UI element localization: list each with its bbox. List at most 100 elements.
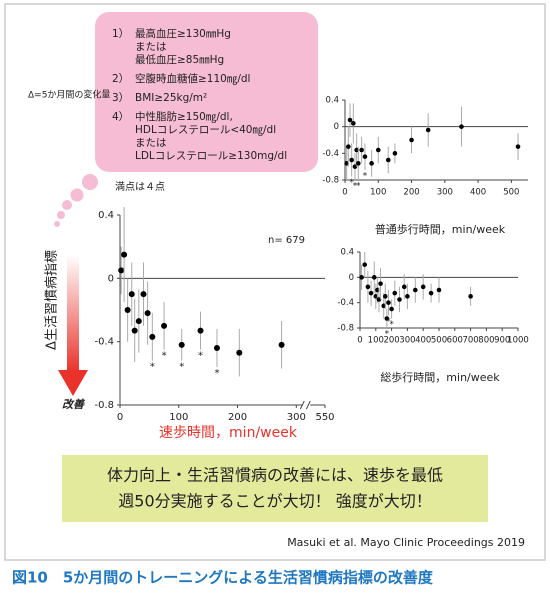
point: [405, 294, 410, 299]
point: [236, 349, 243, 356]
point: [359, 275, 364, 280]
point: [392, 290, 398, 296]
significance: *: [214, 368, 219, 379]
x-tick-label: 0: [357, 336, 362, 346]
criteria-list: 1） 最高血圧≥130㎜Hg または 最低血圧≥85㎜Hg 2） 空腹時血糖値≥110㎎/…: [112, 27, 287, 162]
point: [197, 327, 204, 334]
y-tick-label: -0.4: [337, 298, 354, 308]
point: [382, 294, 388, 299]
y-tick-label: -0.8: [322, 176, 339, 186]
point: [356, 161, 361, 166]
point: [425, 127, 431, 133]
arrow-shaft: [67, 255, 79, 373]
point: [213, 345, 220, 351]
criteria-number: 2）: [112, 73, 129, 85]
x-tick-label: 100: [368, 336, 384, 346]
message-box: [62, 455, 488, 522]
x-tick-label: 200: [383, 336, 399, 346]
significance: *: [162, 351, 167, 362]
message-line: 体力向上・生活習慣病の改善には、速歩を最低: [107, 466, 443, 485]
significance: *: [350, 178, 354, 188]
point: [178, 341, 185, 348]
point: [135, 318, 142, 325]
point: [118, 267, 125, 274]
point: [349, 157, 354, 163]
point: [368, 290, 374, 296]
criteria-number: 3）: [112, 92, 129, 104]
full-score: 満点は４点: [115, 181, 165, 193]
x-tick-label: 100: [169, 412, 188, 423]
significance: *: [386, 317, 390, 327]
bubbles: [54, 174, 98, 227]
criteria-line: LDLコレステロール≥130mg/dl: [135, 150, 287, 162]
point: [389, 306, 394, 312]
point: [140, 291, 147, 298]
significance: *: [389, 320, 393, 330]
criteria-line: 最低血圧≥85㎜Hg: [135, 53, 224, 66]
x-tick-label: 500: [503, 188, 519, 198]
y-tick-label: -0.8: [337, 324, 354, 334]
point: [362, 262, 368, 267]
point: [378, 281, 383, 286]
x-axis-title: 普通歩行時間，min/week: [375, 222, 506, 236]
y-tick-label: 0: [334, 122, 339, 132]
point: [149, 333, 156, 340]
criteria-number: 4）: [112, 111, 129, 123]
arrow-head: [58, 370, 88, 396]
point: [161, 322, 168, 329]
significance: *: [150, 362, 155, 373]
point: [365, 284, 371, 290]
point: [384, 316, 390, 321]
x-tick-label: 1000: [507, 336, 529, 346]
y-tick-label: 0: [349, 273, 354, 283]
point: [359, 147, 364, 153]
point: [354, 147, 359, 153]
criteria-box: [95, 12, 318, 172]
y-tick-label: 0.4: [340, 248, 354, 258]
point: [362, 154, 368, 159]
y-tick-label: 0.4: [325, 96, 339, 106]
criteria-line: 最高血圧≥130㎜Hg: [135, 27, 231, 40]
x-axis-title: 総歩行時間，min/week: [380, 370, 500, 384]
improve-label: 改善: [62, 398, 86, 411]
x-axis-title: 速歩時間，min/week: [159, 425, 298, 441]
x-tick-label: 0: [342, 188, 347, 198]
point: [375, 147, 381, 153]
point: [392, 151, 398, 156]
x-tick-label: 600: [447, 336, 463, 346]
x-tick-label: 300: [437, 188, 453, 198]
x-tick-label: 200: [228, 412, 247, 423]
criteria-number: 1）: [112, 28, 129, 40]
x-tick-label: 400: [470, 188, 486, 198]
point: [346, 144, 351, 149]
point: [386, 300, 391, 305]
criteria-line: BMI≥25kg/m²: [135, 92, 207, 104]
significance: *: [356, 182, 360, 192]
criteria-line: または: [135, 137, 167, 149]
criteria-line: 空腹時血糖値≥110㎎/dl: [135, 72, 250, 85]
point: [385, 157, 391, 163]
axis-break-gap: [302, 401, 311, 409]
point: [428, 290, 434, 296]
point: [409, 137, 414, 143]
charts: 0.40-0.4-0.80 100 200 300 550速歩時間，min/weekn=…: [94, 96, 528, 442]
y-tick-label: -0.4: [94, 337, 114, 348]
x-tick-label: 500: [431, 336, 447, 346]
point: [131, 327, 138, 334]
point: [352, 164, 358, 169]
source: Masuki et al. Mayo Clinic Proceedings 20…: [287, 536, 525, 549]
y-tick-label: 0.4: [98, 210, 114, 221]
point: [347, 117, 353, 123]
significance: *: [385, 330, 389, 340]
caption: 図10 5か月間のトレーニングによる生活習慣病指標の改善度: [12, 569, 434, 587]
x-tick-label: 300: [399, 336, 415, 346]
x-tick-label: 550: [315, 412, 334, 423]
point: [351, 121, 356, 126]
y-tick-label: 0: [108, 273, 114, 284]
criteria-line: 中性脂肪≥150㎎/dl,: [135, 110, 233, 123]
criteria-title: Δ=5か月間の変化量: [28, 89, 110, 101]
point: [401, 284, 407, 290]
x-tick-label: 300: [287, 412, 306, 423]
point: [515, 144, 521, 149]
point: [144, 310, 151, 317]
